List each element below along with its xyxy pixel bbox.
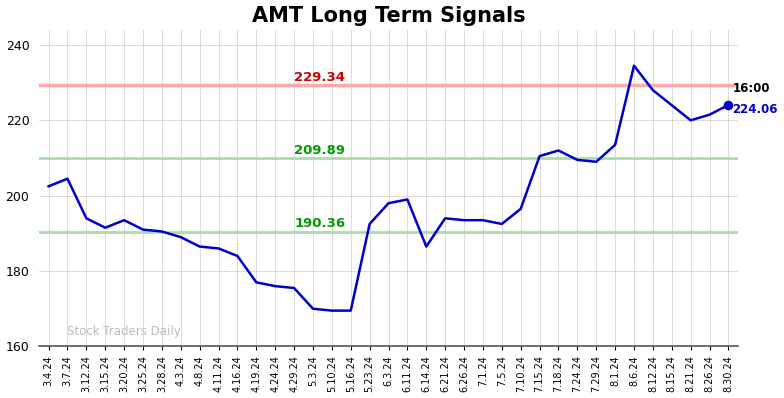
Text: 229.34: 229.34	[294, 70, 345, 84]
Text: 209.89: 209.89	[294, 144, 345, 157]
Text: 224.06: 224.06	[732, 103, 778, 115]
Point	[722, 102, 735, 108]
Title: AMT Long Term Signals: AMT Long Term Signals	[252, 6, 525, 25]
Text: 16:00: 16:00	[732, 82, 770, 95]
Text: 190.36: 190.36	[294, 217, 345, 230]
Text: Stock Traders Daily: Stock Traders Daily	[67, 325, 181, 338]
